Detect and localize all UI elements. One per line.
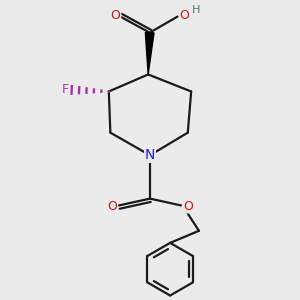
Text: N: N — [145, 148, 155, 162]
Text: O: O — [179, 8, 189, 22]
Text: F: F — [61, 83, 68, 96]
Text: O: O — [107, 200, 117, 213]
Text: H: H — [192, 5, 200, 15]
Polygon shape — [146, 32, 154, 74]
Text: O: O — [111, 8, 121, 22]
Text: O: O — [183, 200, 193, 213]
